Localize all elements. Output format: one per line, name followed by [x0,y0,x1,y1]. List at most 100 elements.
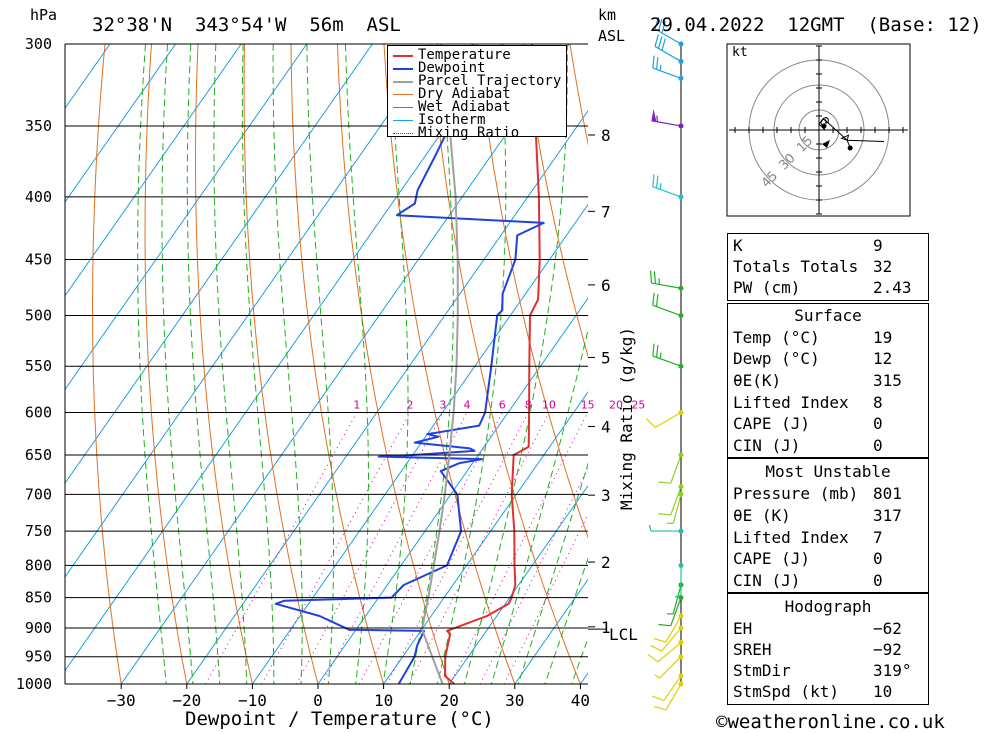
wet-adiabat-line [213,44,248,684]
mixing-ratio-line [386,412,529,684]
dry-adiabat-line [243,44,319,684]
dry-adiabat-line [522,44,588,358]
pressure-tick-label: 650 [25,446,52,464]
wind-barb-flag [653,638,667,643]
copyright-link[interactable]: ©weatheronline.co.uk [716,711,945,733]
dry-adiabat-line [383,44,516,684]
hodograph-row: SREH −92 [733,640,902,659]
hodograph-table: Hodograph EH −62 SREH −92 StmDir 319° StmSp… [727,593,929,705]
wind-barb-shaft [659,656,682,679]
temperature-tick-label: 0 [313,691,323,710]
pressure-tick-label: 600 [25,403,52,421]
isotherm-line [120,44,570,684]
wind-barb-shaft [652,304,682,317]
wind-barb-flag [661,20,666,34]
wind-barb-flag [655,344,659,358]
wind-barb-flag [652,55,655,69]
dry-adiabat-line [144,44,188,684]
wind-barb-flag [652,292,655,306]
pressure-tick-label: 550 [25,357,52,375]
height-tick-label: 7 [601,202,611,221]
pressure-tick-label: 900 [25,619,52,637]
wind-barb-flag [652,174,655,187]
surface-row: Temp (°C) 19 [733,328,893,347]
mixing-ratio-axis-label: Mixing Ratio (g/kg) [617,326,636,510]
mixing-ratio-line [503,513,588,684]
wind-barb-flag [649,270,653,284]
dry-adiabat-line [476,44,588,539]
mixing-ratio-label: 15 [581,398,595,411]
lcl-label: LCL [609,625,638,644]
pressure-tick-label: 1000 [16,675,52,693]
isotherm-line [186,109,588,684]
pressure-tick-label: 750 [25,522,52,540]
wind-barb-half-flag [674,594,682,598]
mixing-ratio-label: 25 [631,398,645,411]
mixing-ratio-line [205,412,358,684]
wind-barb-shaft [670,486,682,516]
hodograph-mean-point [821,123,827,129]
surface-row: θE(K) 315 [733,371,902,390]
mixing-ratio-label: 6 [499,398,506,411]
temperature-tick-label: 30 [505,691,524,710]
height-tick-label: 2 [601,553,611,572]
wind-barb-shaft [665,683,682,711]
location-title: 32°38'N 343°54'W 56m ASL [92,14,401,36]
height-tick-label: 3 [601,486,611,505]
wind-barb-shaft [652,355,682,367]
wind-barb-shaft [652,186,682,198]
wind-barb-half-flag [659,352,662,359]
isotherm-line [65,44,308,391]
wind-barb-flag [653,706,667,711]
surface-row: CIN (J) 0 [733,436,883,455]
wind-barb-shaft [652,67,682,79]
wind-barb-half-flag [648,524,652,532]
most-unstable-row: Pressure (mb) 801 [733,484,902,503]
mixing-ratio-label: 3 [439,398,446,411]
wind-barb-shaft [651,282,682,289]
wind-barb-flag [657,18,663,32]
wind-barb-shaft [665,615,682,643]
wind-barb-flag [654,34,659,47]
pressure-tick-label: 950 [25,648,52,666]
wind-barb-flag [655,175,659,189]
height-tick-label: 1 [601,618,611,637]
pressure-tick-label: 800 [25,556,52,574]
index-row: Totals Totals 32 [733,257,893,276]
temperature-tick-label: 10 [374,691,393,710]
most-unstable-table: Most Unstable Pressure (mb) 801 θE (K) 317… [727,458,929,593]
wind-barb-flag [653,271,656,284]
wet-adiabat-line [344,44,369,684]
wet-adiabat-line [306,44,334,684]
mixing-ratio-line [358,412,503,684]
wet-adiabat-line [241,44,275,684]
temperature-line [444,44,541,684]
mixing-ratio-label: 2 [406,398,413,411]
surface-title: Surface [794,306,862,325]
isotherm-line [65,44,374,485]
wind-barb-shaft [654,45,682,62]
wind-barb-half-flag [654,674,661,679]
hodograph-unit: kt [732,45,748,60]
wind-barb-flag [654,16,659,30]
dry-adiabat-line [91,44,122,684]
wind-barb-shaft [672,584,682,615]
hodograph-row: EH −62 [733,619,902,638]
mixing-ratio-line [449,412,588,684]
height-unit-asl: ASL [598,27,626,45]
wind-barb-flag [655,57,659,70]
dry-adiabat-line [195,44,253,684]
most-unstable-row: Lifted Index 7 [733,528,883,547]
wind-barb-shaft [654,28,682,45]
dewpoint-line [274,44,545,684]
mixing-ratio-label: 10 [542,398,556,411]
wind-barb-shaft [672,494,682,524]
wind-barb-pennant [651,108,657,122]
mixing-ratio-label: 8 [525,398,532,411]
x-axis-label: Dewpoint / Temperature (°C) [185,708,494,730]
wet-adiabat-line [137,44,167,684]
surface-row: CAPE (J) 0 [733,414,883,433]
isotherm-line [0,0,127,710]
wind-barb-shaft [657,642,682,663]
pressure-tick-label: 500 [25,307,52,325]
